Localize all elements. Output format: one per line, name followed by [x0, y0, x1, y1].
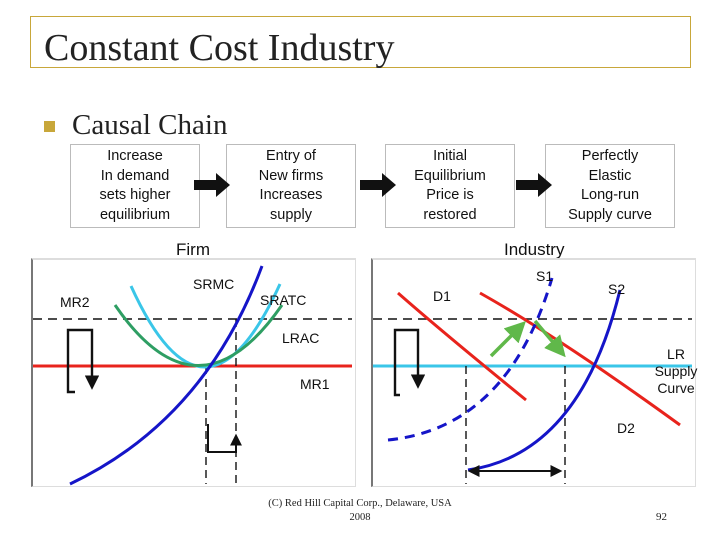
chain-step-4: Perfectly Elastic Long-run Supply curve: [545, 144, 675, 228]
d1-demand-curve: [397, 291, 527, 402]
industry-panel-label: Industry: [504, 240, 565, 259]
firm-panel-label: Firm: [176, 240, 210, 259]
chain-step-3: Initial Equilibrium Price is restored: [385, 144, 515, 228]
d2-demand-curve: [479, 291, 681, 427]
frame-top-line: [30, 16, 690, 17]
firm-panel-frame: [31, 258, 356, 487]
bullet-text: Causal Chain: [72, 109, 228, 141]
mr1-label: MR1: [300, 376, 330, 392]
sratc-label: SRATC: [260, 292, 307, 308]
s2-supply-curve: [467, 289, 622, 472]
industry-price-loop-arrow-icon: [393, 328, 426, 397]
srmc-label: SRMC: [193, 276, 235, 292]
slide-title: Constant Cost Industry: [44, 27, 395, 69]
chain-arrow-1-icon: [194, 173, 230, 197]
adjust-arrow-down-icon: [533, 319, 566, 358]
copyright-footer: (C) Red Hill Capital Corp., Delaware, US…: [268, 498, 452, 523]
srmc-curve: [69, 265, 264, 486]
d2-label: D2: [617, 420, 635, 436]
title-underline: [30, 67, 690, 68]
chain-arrow-3-icon: [516, 173, 552, 197]
lrac-curve: [129, 283, 282, 369]
adjust-arrow-up-icon: [489, 321, 526, 358]
firm-quantity-loop-arrow-icon: [207, 424, 242, 453]
mr2-label: MR2: [60, 294, 90, 310]
frame-right-line: [690, 16, 691, 68]
bullet-square-icon: [44, 121, 55, 132]
chain-arrow-2-icon: [360, 173, 396, 197]
s1-label: S1: [536, 268, 554, 284]
firm-price-loop-arrow-icon: [66, 328, 100, 394]
chain-step-1: Increase In demand sets higher equilibri…: [70, 144, 200, 228]
frame-left-line: [30, 16, 31, 68]
lr-supply-curve-label: LR Supply Curve: [654, 346, 698, 396]
page-number: 92: [656, 511, 667, 523]
s2-label: S2: [608, 281, 626, 297]
d1-label: D1: [433, 288, 451, 304]
lrac-label: LRAC: [282, 330, 320, 346]
industry-panel-frame: [371, 258, 696, 487]
sratc-curve: [113, 304, 284, 367]
s1-supply-curve: [387, 277, 554, 442]
